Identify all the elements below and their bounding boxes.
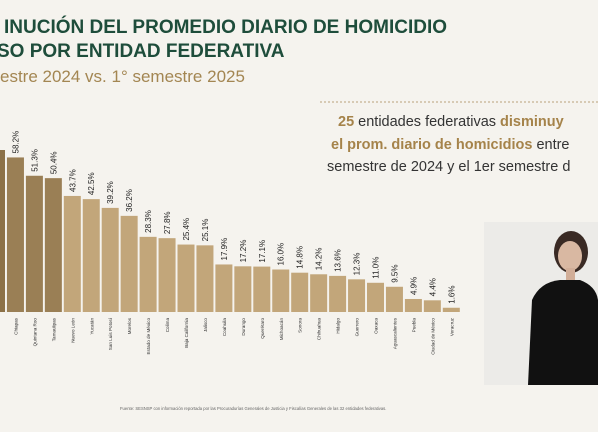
x-tick-label: Chiapas: [13, 317, 18, 335]
callout-line-3: semestre de 2024 y el 1er semestre d: [327, 159, 570, 175]
bar: [253, 266, 271, 312]
x-tick-label: Chihuahua: [317, 318, 322, 341]
bar: [101, 207, 119, 312]
bar: [385, 286, 403, 312]
subtitle: estre 2024 vs. 1° semestre 2025: [0, 67, 245, 86]
bar: [6, 157, 24, 312]
value-label: 16.0%: [277, 243, 286, 266]
x-tick-label: Nuevo León: [70, 318, 75, 343]
x-tick-label: Durango: [241, 318, 246, 336]
bar: [158, 238, 176, 312]
value-label: 36.2%: [125, 189, 134, 212]
x-tick-label: Morelos: [127, 317, 132, 334]
bar: [423, 300, 441, 312]
value-label: 17.1%: [258, 240, 267, 263]
bar: [0, 150, 5, 312]
x-tick-label: Oaxaca: [374, 318, 379, 334]
callout-line-1: 25 entidades federativas disminuy: [338, 114, 564, 130]
value-label: 50.4%: [49, 151, 58, 174]
value-label: 43.7%: [68, 169, 77, 192]
value-label: 42.5%: [87, 172, 96, 195]
value-label: 58.2%: [11, 131, 20, 154]
value-label: 25.1%: [201, 219, 210, 242]
callout-count: 25: [338, 114, 354, 130]
person-body: [528, 280, 598, 385]
bar: [25, 175, 43, 312]
value-label: 17.9%: [220, 238, 229, 261]
x-tick-label: Aguascalientes: [392, 317, 397, 349]
bar: [215, 264, 233, 312]
x-tick-label: Hidalgo: [336, 318, 341, 334]
value-label: 14.8%: [296, 246, 305, 269]
callout-highlight: disminuy: [500, 114, 564, 130]
x-tick-label: Ciudad de México: [430, 318, 435, 355]
callout-line-2: el prom. diario de homicidios entre: [331, 137, 570, 153]
x-tick-label: Yucatán: [89, 318, 94, 335]
x-tick-label: Veracruz: [449, 317, 454, 336]
title-line-1: INUCIÓN DEL PROMEDIO DIARIO DE HOMICIDIO: [4, 16, 447, 38]
value-label: 12.3%: [353, 253, 362, 276]
value-label: 14.2%: [315, 248, 324, 271]
callout-text: entre: [532, 137, 569, 153]
bar: [329, 275, 347, 312]
value-label: 4.9%: [409, 277, 418, 295]
bar: [196, 245, 214, 312]
person-neck: [566, 268, 575, 280]
bar: [63, 195, 81, 312]
bar: [177, 244, 195, 312]
bar: [139, 236, 157, 312]
value-label: 9.5%: [390, 265, 399, 283]
bar: [272, 269, 290, 312]
x-tick-label: Jalisco: [203, 318, 208, 332]
bar: [367, 282, 384, 312]
value-label: 17.2%: [239, 240, 248, 263]
value-label: 11.0%: [372, 257, 381, 279]
value-label: 28.3%: [144, 210, 153, 233]
bar: [44, 178, 62, 312]
bar: [442, 307, 460, 312]
bar: [404, 298, 422, 312]
bar: [234, 266, 252, 312]
x-tick-label: Quintana Roo: [32, 318, 37, 347]
bar: [310, 274, 328, 312]
x-tick-label: Colima: [165, 318, 170, 333]
x-tick-label: Michoacán: [279, 318, 284, 341]
x-tick-label: Querétaro: [260, 318, 265, 339]
x-tick-label: Coahuila: [222, 318, 227, 337]
value-label: 1.6%: [447, 286, 456, 304]
x-tick-label: Sonora: [298, 318, 303, 333]
x-tick-label: Tamaulipas: [51, 317, 56, 341]
bar: [291, 272, 309, 312]
x-tick-label: Guerrero: [355, 318, 360, 337]
title-line-2: SO POR ENTIDAD FEDERATIVA: [0, 41, 285, 62]
x-tick-label: Puebla: [411, 318, 416, 333]
value-label: 39.2%: [106, 181, 115, 204]
value-label: 25.4%: [182, 218, 191, 241]
interpreter-video: [484, 222, 598, 385]
bar: [348, 279, 366, 312]
source-note: Fuente: SESNSP con información reportada…: [120, 406, 386, 411]
x-tick-label: San Luis Potosí: [108, 317, 113, 350]
value-label: 13.6%: [334, 249, 343, 272]
x-tick-label: Estado de México: [146, 318, 151, 355]
bar: [82, 199, 100, 312]
value-label: 4.4%: [428, 278, 437, 296]
callout-text: entidades federativas: [354, 114, 500, 130]
bar: [120, 215, 138, 312]
x-tick-label: Baja California: [184, 318, 189, 348]
value-label: 27.8%: [163, 211, 172, 234]
callout-highlight: el prom. diario de homicidios: [331, 137, 532, 153]
value-label: 51.3%: [30, 149, 39, 172]
person-face: [558, 241, 582, 271]
